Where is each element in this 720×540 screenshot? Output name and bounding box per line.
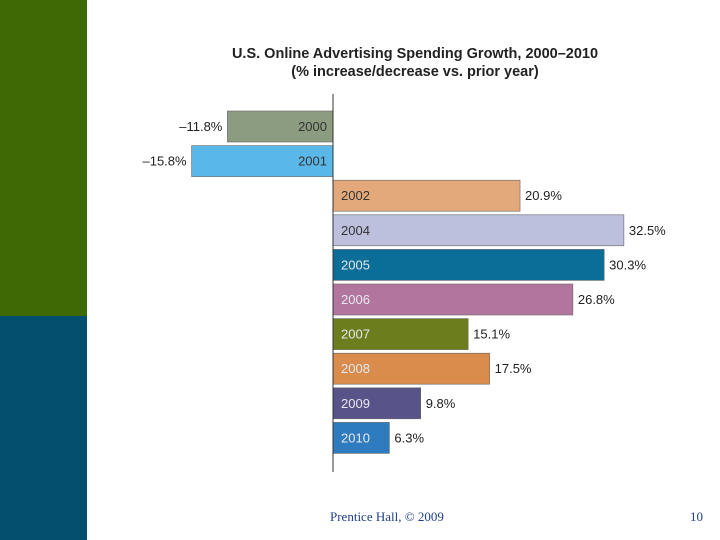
bar-category-label: 2002 bbox=[341, 188, 370, 203]
bar-2001 bbox=[191, 145, 334, 177]
footer-credit: Prentice Hall, © 2009 bbox=[330, 509, 444, 524]
bar-2007 bbox=[332, 318, 469, 350]
page-number: 10 bbox=[690, 509, 703, 524]
bar-value-label: –15.8% bbox=[142, 154, 187, 169]
bar-category-label: 2004 bbox=[341, 223, 370, 238]
bar-category-label: 2009 bbox=[341, 396, 370, 411]
chart-subtitle-text: (% increase/decrease vs. prior year) bbox=[291, 64, 539, 80]
bar-category-label: 2001 bbox=[298, 154, 327, 169]
bar-2009 bbox=[332, 387, 422, 420]
bar-value-label: 17.5% bbox=[495, 361, 532, 376]
bar-2005 bbox=[332, 249, 605, 281]
bar-2008 bbox=[332, 352, 490, 385]
bar-value-label: 6.3% bbox=[394, 430, 424, 445]
bar-value-label: 9.8% bbox=[426, 396, 456, 411]
bar-category-label: 2007 bbox=[341, 327, 370, 342]
bar-value-label: 30.3% bbox=[609, 257, 646, 272]
chart-title-text: U.S. Online Advertising Spending Growth,… bbox=[231, 46, 599, 62]
bar-category-label: 2005 bbox=[341, 257, 370, 272]
bar-value-label: 15.1% bbox=[473, 327, 510, 342]
bar-category-label: 2008 bbox=[341, 361, 370, 376]
decorative-band-green bbox=[0, 0, 87, 316]
bar-value-label: 26.8% bbox=[578, 292, 615, 307]
decorative-band-blue bbox=[0, 316, 87, 540]
bar-value-label: 20.9% bbox=[525, 188, 562, 203]
bar-2006 bbox=[332, 283, 574, 316]
chart-title: U.S. Online Advertising Spending Growth,… bbox=[190, 45, 640, 81]
bar-value-label: 32.5% bbox=[629, 223, 666, 238]
bar-2004 bbox=[332, 214, 625, 247]
bar-category-label: 2006 bbox=[341, 292, 370, 307]
bar-2000 bbox=[227, 110, 334, 143]
bar-2010 bbox=[332, 422, 390, 454]
bar-value-label: –11.8% bbox=[179, 119, 223, 134]
bar-2002 bbox=[332, 179, 521, 212]
bar-category-label: 2000 bbox=[298, 119, 327, 134]
bar-category-label: 2010 bbox=[341, 430, 370, 445]
